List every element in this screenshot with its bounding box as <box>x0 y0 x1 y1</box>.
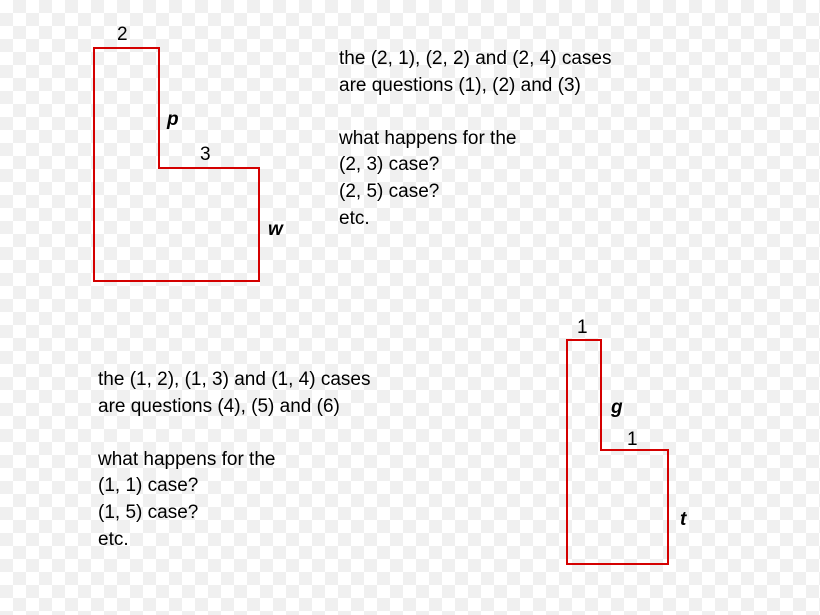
text-block-top-right: the (2, 1), (2, 2) and (2, 4) cases are … <box>339 46 611 232</box>
shape2-g-label: g <box>611 398 623 417</box>
text-block-bottom-left: the (1, 2), (1, 3) and (1, 4) cases are … <box>98 367 370 553</box>
shape2-step-top-label: 1 <box>627 430 638 449</box>
shape2-top-label: 1 <box>577 318 588 337</box>
shape2-t-label: t <box>680 510 686 529</box>
l-shape-2-outline <box>567 340 668 564</box>
